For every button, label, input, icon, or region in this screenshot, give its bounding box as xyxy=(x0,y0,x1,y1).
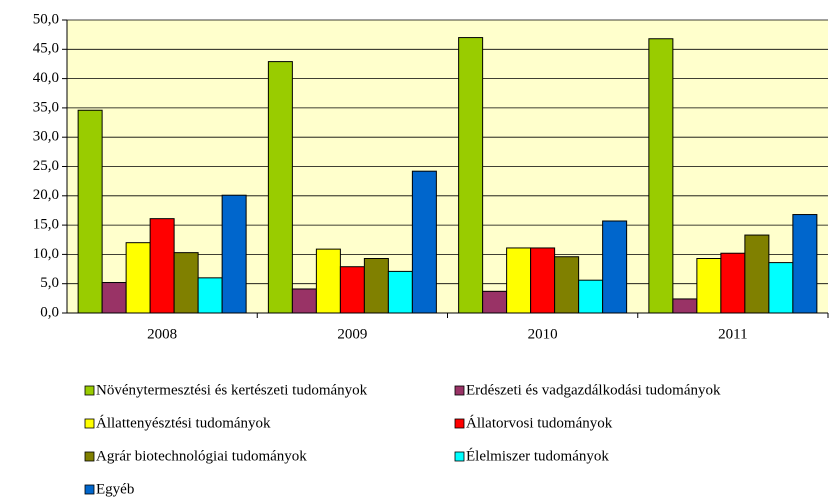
y-tick-label: 0,0 xyxy=(40,304,59,320)
bar xyxy=(578,279,604,314)
bar xyxy=(363,258,389,314)
bar xyxy=(744,234,770,314)
bar xyxy=(197,277,223,314)
legend-swatch xyxy=(84,385,95,396)
y-tick-label: 35,0 xyxy=(33,99,59,115)
x-tick-label: 2011 xyxy=(718,326,747,342)
y-tick-label: 5,0 xyxy=(40,275,59,291)
bar xyxy=(387,270,413,314)
bar xyxy=(506,247,532,314)
legend-label: Élelmiszer tudományok xyxy=(466,447,609,464)
legend-label: Állattenyésztési tudományok xyxy=(96,414,271,431)
bar xyxy=(125,242,151,314)
bar xyxy=(149,218,175,314)
x-tick-label: 2010 xyxy=(528,326,558,342)
x-tick-label: 2009 xyxy=(337,326,367,342)
legend-swatch xyxy=(84,451,95,462)
y-tick-label: 25,0 xyxy=(33,158,59,174)
bar xyxy=(315,248,341,314)
bar xyxy=(672,298,698,314)
legend-swatch xyxy=(84,484,95,495)
x-tick-label: 2008 xyxy=(147,326,177,342)
bar xyxy=(267,61,293,314)
y-tick-label: 30,0 xyxy=(33,129,59,145)
bar xyxy=(339,266,365,314)
bar xyxy=(696,258,722,314)
bar xyxy=(768,262,794,314)
bar xyxy=(602,220,628,314)
bar xyxy=(173,252,199,314)
bar xyxy=(530,247,556,314)
y-tick-label: 15,0 xyxy=(33,217,59,233)
bar xyxy=(101,282,127,314)
bar xyxy=(458,37,484,314)
legend-label: Erdészeti és vadgazdálkodási tudományok xyxy=(466,382,721,398)
legend-swatch xyxy=(454,385,465,396)
bar xyxy=(792,214,818,314)
bar xyxy=(291,288,317,314)
legend-swatch xyxy=(84,418,95,429)
legend-label: Állatorvosi tudományok xyxy=(466,414,613,431)
legend-swatch xyxy=(454,418,465,429)
legend-label: Növénytermesztési és kertészeti tudomány… xyxy=(96,382,368,398)
y-tick-label: 50,0 xyxy=(33,11,59,27)
legend-label: Agrár biotechnológiai tudományok xyxy=(96,448,307,464)
y-tick-label: 20,0 xyxy=(33,187,59,203)
bar xyxy=(411,170,437,314)
bar xyxy=(77,109,103,314)
bar xyxy=(482,290,508,314)
y-tick-label: 10,0 xyxy=(33,246,59,262)
legend-swatch xyxy=(454,451,465,462)
bar xyxy=(554,256,580,314)
bar xyxy=(648,38,674,314)
y-tick-label: 45,0 xyxy=(33,41,59,57)
y-tick-label: 40,0 xyxy=(33,70,59,86)
legend-label: Egyéb xyxy=(96,481,134,497)
bar xyxy=(720,252,746,314)
bar xyxy=(221,194,247,314)
